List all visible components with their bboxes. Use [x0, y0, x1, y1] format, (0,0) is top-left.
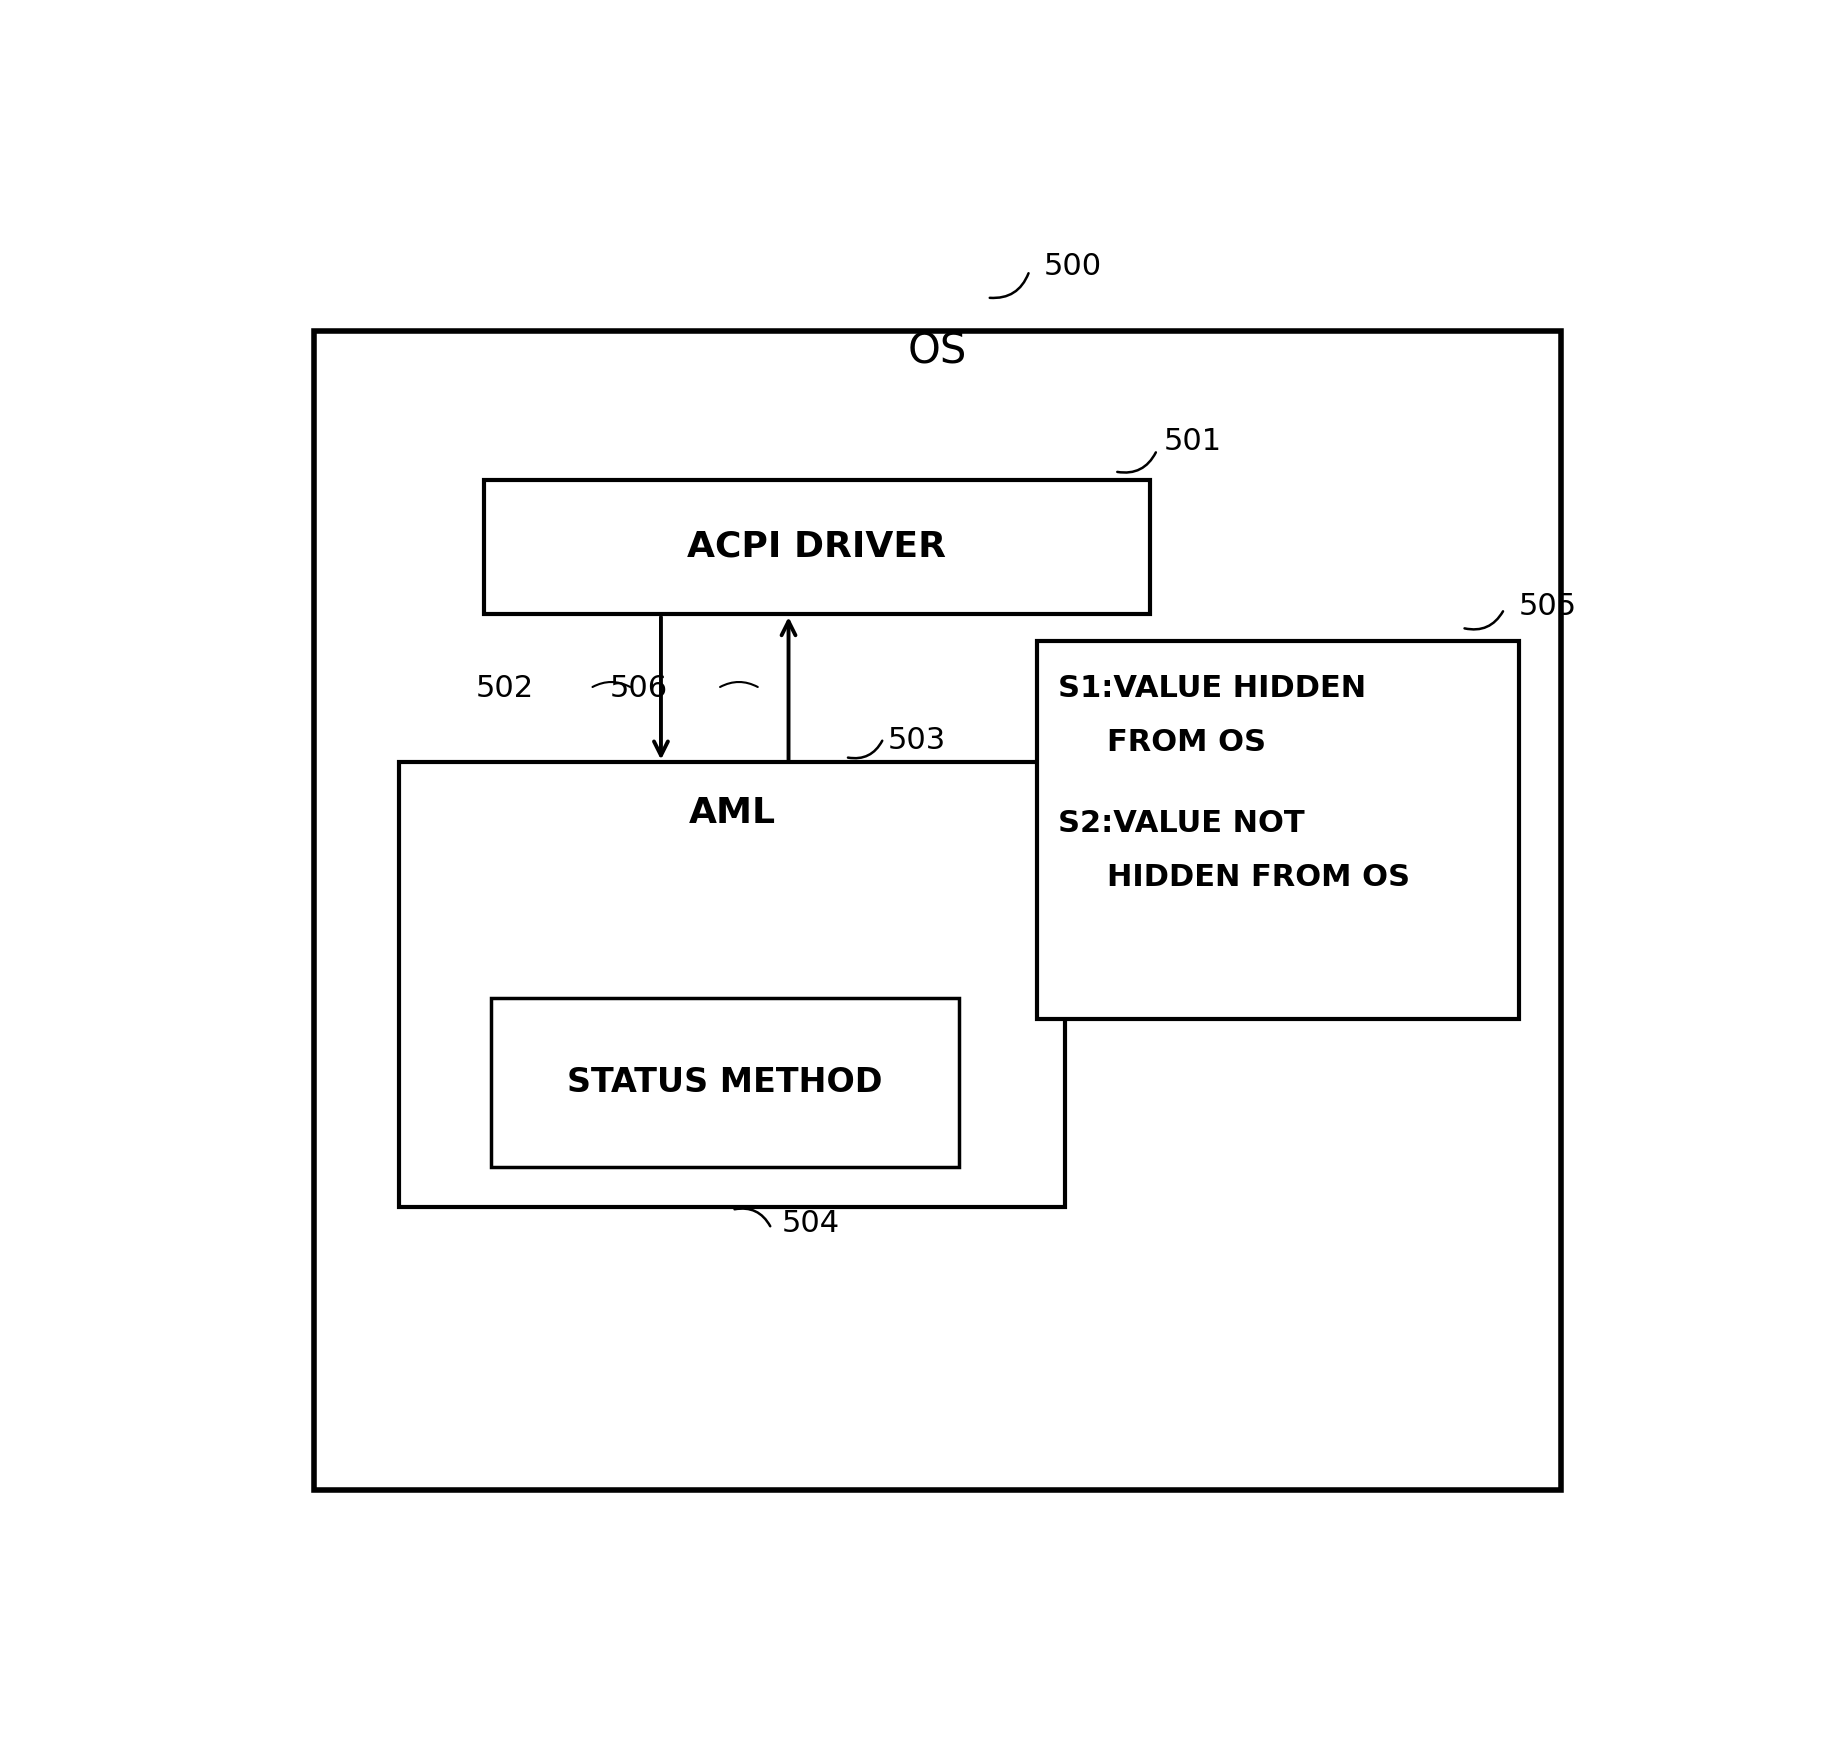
Text: 504: 504: [781, 1209, 840, 1237]
Text: 502: 502: [476, 674, 534, 704]
Text: 501: 501: [1163, 427, 1222, 457]
Text: AML: AML: [688, 796, 775, 829]
Bar: [483, 480, 1150, 614]
Text: S2:VALUE NOT: S2:VALUE NOT: [1057, 808, 1304, 838]
Text: S1:VALUE HIDDEN: S1:VALUE HIDDEN: [1057, 674, 1366, 704]
Bar: [399, 763, 1064, 1208]
Text: HIDDEN FROM OS: HIDDEN FROM OS: [1107, 863, 1410, 891]
Text: 506: 506: [609, 674, 668, 704]
Text: 505: 505: [1518, 592, 1577, 621]
Bar: [315, 331, 1560, 1489]
Text: OS: OS: [907, 331, 968, 373]
Text: ACPI DRIVER: ACPI DRIVER: [688, 530, 946, 564]
Bar: [490, 997, 958, 1167]
Text: 500: 500: [1044, 252, 1101, 282]
Text: STATUS METHOD: STATUS METHOD: [567, 1066, 882, 1099]
Text: 503: 503: [887, 726, 946, 756]
Text: FROM OS: FROM OS: [1107, 728, 1266, 756]
Bar: [1037, 640, 1518, 1018]
